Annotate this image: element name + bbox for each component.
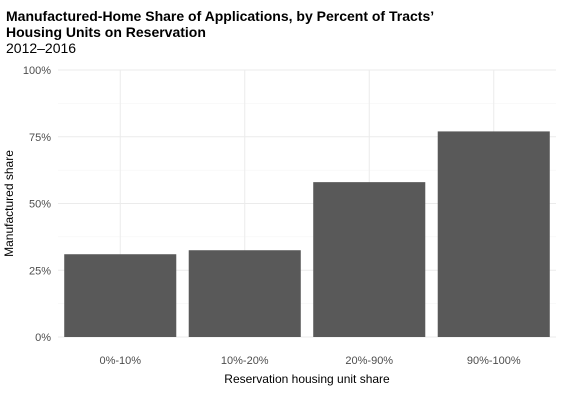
x-tick-layer: 0%-10% 10%-20% 20%-90% 90%-100% xyxy=(99,355,520,367)
chart-subtitle: 2012–2016 xyxy=(6,40,77,56)
chart-title-line-2: Housing Units on Reservation xyxy=(6,24,206,40)
y-tick-label: 100% xyxy=(23,65,51,77)
x-tick-label: 20%-90% xyxy=(345,355,393,367)
y-tick-label: 25% xyxy=(29,265,51,277)
y-axis-title: Manufactured share xyxy=(2,150,16,257)
bar-90%-100% xyxy=(437,131,550,337)
bar-layer xyxy=(64,131,550,337)
x-axis-title: Reservation housing unit share xyxy=(224,372,390,386)
x-tick-label: 90%-100% xyxy=(467,355,521,367)
y-tick-layer: 0% 25% 50% 75% 100% xyxy=(23,65,51,344)
title-block: Manufactured-Home Share of Applications,… xyxy=(6,8,434,56)
chart-title-line-1: Manufactured-Home Share of Applications,… xyxy=(6,8,435,24)
y-tick-label: 0% xyxy=(35,332,51,344)
bar-0%-10% xyxy=(64,254,177,337)
chart-title: Manufactured-Home Share of Applications,… xyxy=(6,8,434,40)
y-tick-label: 50% xyxy=(29,199,51,211)
bar-10%-20% xyxy=(188,250,301,337)
y-tick-label: 75% xyxy=(29,132,51,144)
x-tick-label: 10%-20% xyxy=(221,355,269,367)
x-tick-label: 0%-10% xyxy=(99,355,141,367)
bar-20%-90% xyxy=(313,182,426,337)
